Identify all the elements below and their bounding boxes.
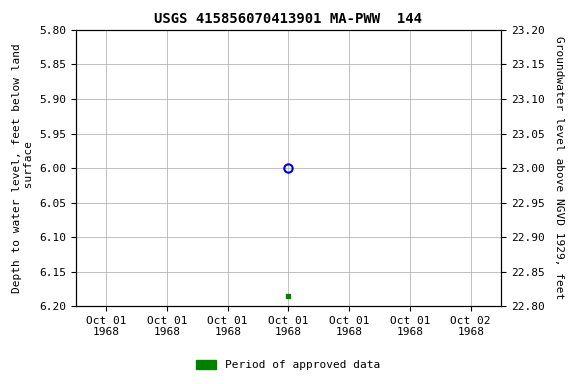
Y-axis label: Depth to water level, feet below land
 surface: Depth to water level, feet below land su… bbox=[12, 43, 33, 293]
Title: USGS 415856070413901 MA-PWW  144: USGS 415856070413901 MA-PWW 144 bbox=[154, 12, 422, 26]
Legend: Period of approved data: Period of approved data bbox=[191, 356, 385, 375]
Y-axis label: Groundwater level above NGVD 1929, feet: Groundwater level above NGVD 1929, feet bbox=[554, 36, 564, 300]
